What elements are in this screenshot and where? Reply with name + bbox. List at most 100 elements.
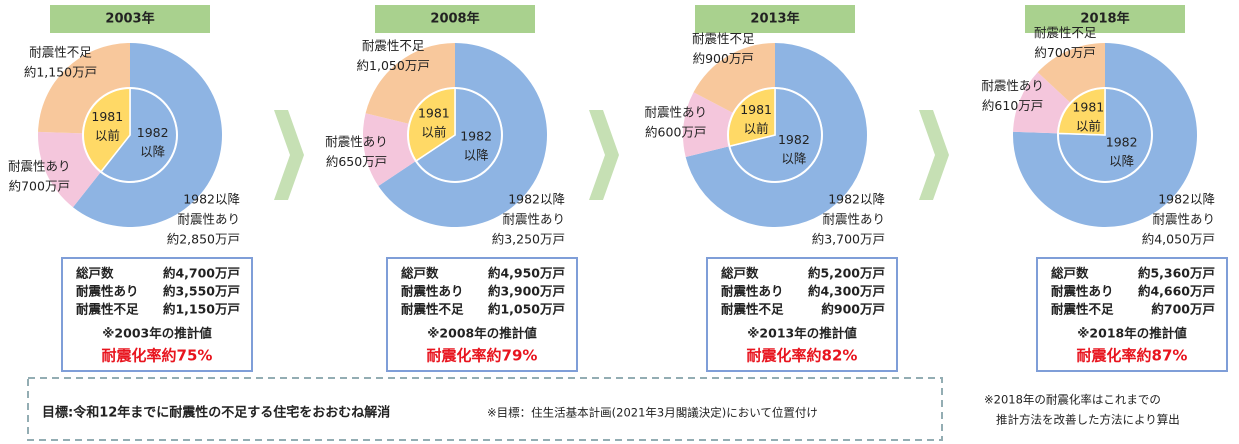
segment-label: 耐震性不足 (1034, 25, 1097, 40)
inner-border (727, 87, 823, 183)
summary-label: 耐震性不足 (1051, 302, 1114, 317)
inner-label: 以降 (140, 144, 166, 159)
goal-note: ※目標：住生活基本計画(2021年3月閣議決定)において位置付け (487, 406, 818, 420)
summary-label: 耐震性あり (1051, 284, 1114, 299)
segment-label: 約900万戸 (693, 51, 754, 66)
segment-label: 約610万戸 (982, 98, 1043, 113)
segment-label: 耐震性あり (8, 159, 71, 174)
summary-value: 約4,660万戸 (1138, 284, 1215, 299)
arrow (919, 110, 949, 200)
summary-label: 耐震性不足 (401, 302, 464, 317)
summary-note: ※2008年の推計値 (427, 326, 537, 341)
inner-label: 1982 (1106, 134, 1138, 149)
segment-label: 耐震性不足 (362, 38, 425, 53)
summary-value: 約3,550万戸 (163, 284, 240, 299)
inner-border (82, 87, 178, 183)
summary-value: 約1,050万戸 (488, 302, 565, 317)
segment-label: 耐震性不足 (29, 45, 92, 60)
summary-note: ※2003年の推計値 (102, 326, 212, 341)
summary-value: 約4,700万戸 (163, 266, 240, 281)
summary-label: 総戸数 (401, 266, 439, 281)
summary-label: 総戸数 (721, 266, 759, 281)
title-box (50, 5, 210, 33)
inner-label: 以降 (781, 151, 807, 166)
segment-label: 1982以降 (828, 192, 885, 207)
summary-value: 約5,360万戸 (1138, 266, 1215, 281)
chart-title: 2003年 (105, 11, 154, 27)
summary-label: 総戸数 (76, 266, 114, 281)
goal-box (27, 377, 943, 441)
segment-label: 耐震性あり (1152, 212, 1215, 227)
inner-border (1057, 87, 1153, 183)
segment-label: 約1,050万戸 (357, 58, 430, 73)
inner-label: 以前 (95, 128, 120, 143)
segment-label: 約1,150万戸 (24, 65, 97, 80)
segment-label: 約4,050万戸 (1142, 232, 1215, 247)
segment-label: 耐震性あり (822, 212, 885, 227)
inner-label: 以前 (1076, 119, 1101, 134)
summary-rate: 耐震化率約79% (427, 347, 538, 365)
segment-label: 耐震性あり (325, 134, 388, 149)
summary-value: 約4,300万戸 (808, 284, 885, 299)
summary-box (61, 257, 253, 372)
summary-value: 約1,150万戸 (163, 302, 240, 317)
summary-note: ※2018年の推計値 (1077, 326, 1187, 341)
summary-label: 総戸数 (1051, 266, 1089, 281)
summary-box (1036, 257, 1228, 372)
segment-label: 約3,250万戸 (492, 232, 565, 247)
summary-value: 約3,900万戸 (488, 284, 565, 299)
segment-label: 耐震性あり (502, 212, 565, 227)
inner-border (407, 87, 503, 183)
footnote: ※2018年の耐震化率はこれまでの (984, 393, 1161, 407)
segment-label: 1982以降 (183, 192, 240, 207)
footnote: 推計方法を改善した方法により算出 (996, 413, 1180, 427)
summary-rate: 耐震化率約75% (102, 347, 213, 365)
summary-box (706, 257, 898, 372)
arrow (274, 110, 304, 200)
summary-label: 耐震性あり (721, 284, 784, 299)
chart-title: 2018年 (1080, 11, 1129, 27)
inner-label: 1981 (418, 106, 450, 121)
segment-label: 耐震性あり (644, 104, 707, 119)
chart-title: 2013年 (750, 11, 799, 27)
summary-label: 耐震性不足 (76, 302, 139, 317)
summary-label: 耐震性あり (76, 284, 139, 299)
summary-rate: 耐震化率約82% (747, 347, 858, 365)
segment-label: 約700万戸 (9, 179, 70, 194)
segment-label: 約650万戸 (326, 154, 387, 169)
summary-value: 約700万戸 (1151, 302, 1215, 317)
summary-note: ※2013年の推計値 (747, 326, 857, 341)
segment-label: 耐震性あり (177, 212, 240, 227)
arrow (589, 110, 619, 200)
title-box (695, 5, 855, 33)
summary-value: 約5,200万戸 (808, 266, 885, 281)
inner-label: 以前 (421, 125, 446, 140)
inner-label: 1982 (137, 125, 169, 140)
inner-label: 以前 (744, 121, 769, 136)
segment-label: 耐震性不足 (692, 31, 755, 46)
inner-label: 1982 (778, 132, 810, 147)
title-box (375, 5, 535, 33)
inner-label: 以降 (464, 147, 490, 162)
segment-label: 約600万戸 (645, 124, 706, 139)
segment-label: 約2,850万戸 (167, 232, 240, 247)
chart-title: 2008年 (430, 11, 479, 27)
summary-rate: 耐震化率約87% (1077, 347, 1188, 365)
summary-value: 約4,950万戸 (488, 266, 565, 281)
summary-label: 耐震性あり (401, 284, 464, 299)
summary-label: 耐震性不足 (721, 302, 784, 317)
summary-box (386, 257, 578, 372)
segment-label: 耐震性あり (981, 78, 1044, 93)
title-box (1025, 5, 1185, 33)
segment-label: 約3,700万戸 (812, 232, 885, 247)
inner-label: 以降 (1109, 153, 1135, 168)
goal: 目標:令和12年までに耐震性の不足する住宅をおおむね解消 (42, 405, 390, 421)
inner-label: 1982 (460, 128, 492, 143)
segment-label: 1982以降 (508, 192, 565, 207)
inner-label: 1981 (1072, 100, 1104, 115)
arrows (274, 110, 949, 200)
segment-label: 1982以降 (1158, 192, 1215, 207)
inner-label: 1981 (740, 102, 772, 117)
segment-label: 約700万戸 (1034, 45, 1095, 60)
